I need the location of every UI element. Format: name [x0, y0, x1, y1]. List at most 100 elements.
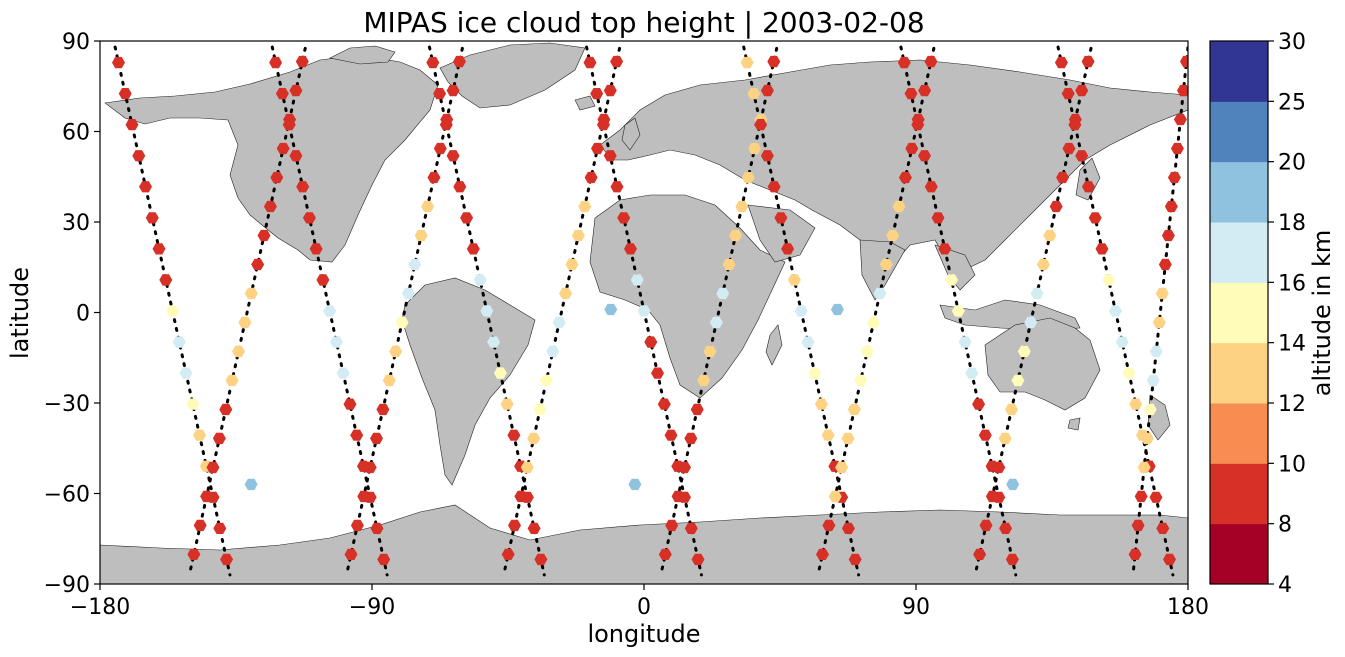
y-tick-label: −30 [44, 392, 90, 417]
cloud-top-marker [401, 287, 415, 300]
cloud-top-marker [938, 243, 952, 255]
cloud-top-marker [193, 519, 207, 532]
cloud-top-marker [958, 336, 972, 348]
cloud-top-marker [879, 258, 893, 271]
cloud-top-marker [370, 522, 384, 534]
cloud-top-marker [433, 88, 447, 100]
cloud-top-marker [546, 345, 560, 358]
cloud-top-marker [270, 171, 284, 184]
cloud-top-marker [534, 553, 548, 566]
cloud-top-marker [382, 374, 396, 387]
colorbar-segment [1210, 523, 1268, 585]
cloud-top-marker [244, 478, 258, 491]
cloud-top-marker [767, 181, 781, 193]
cloud-top-marker [118, 88, 132, 100]
cloud-top-marker [924, 181, 938, 193]
cloud-top-marker [1024, 316, 1038, 329]
cloud-top-marker [828, 490, 842, 503]
cloud-top-marker [1161, 229, 1175, 242]
cloud-top-marker [886, 229, 900, 242]
cloud-top-marker [1102, 274, 1116, 286]
cloud-top-marker [604, 303, 618, 316]
cloud-top-marker [892, 200, 906, 213]
cloud-top-marker [1149, 345, 1163, 358]
cloud-top-marker [644, 336, 658, 348]
land-madagascar [765, 324, 783, 366]
cloud-top-marker [657, 398, 671, 410]
cloud-top-marker [571, 229, 585, 242]
orbit-track-line [346, 45, 465, 571]
cloud-top-marker [508, 519, 521, 532]
cloud-top-marker [690, 403, 704, 416]
cloud-top-marker [814, 398, 828, 410]
land-iceland [574, 95, 596, 111]
cloud-top-marker [500, 398, 514, 410]
cloud-top-marker [350, 519, 364, 532]
cloud-top-marker [377, 553, 391, 566]
colorbar-tick-label: 8 [1278, 513, 1292, 538]
cloud-top-marker [630, 274, 644, 286]
cloud-top-marker [965, 367, 979, 379]
y-axis-ticks: −90 −60 −30 0 30 60 90 [44, 30, 100, 598]
cloud-top-marker [610, 181, 624, 193]
x-axis-label: longitude [587, 620, 700, 648]
cloud-top-marker [344, 548, 358, 560]
cloud-top-marker [466, 243, 480, 255]
cloud-top-marker [559, 287, 573, 300]
cloud-top-marker [924, 55, 938, 68]
cloud-top-marker [166, 305, 179, 317]
cloud-top-marker [493, 367, 507, 379]
cloud-top-marker [918, 84, 932, 97]
colorbar-tick-label: 30 [1278, 30, 1306, 55]
cloud-top-marker [225, 374, 239, 387]
land-arabia [747, 204, 816, 263]
cloud-top-marker [112, 56, 125, 69]
cloud-top-marker [533, 403, 547, 416]
cloud-top-marker [1017, 345, 1031, 358]
cloud-top-marker [787, 274, 801, 286]
cloud-top-marker [446, 150, 460, 162]
cloud-top-marker [664, 429, 678, 441]
cloud-top-marker [282, 119, 296, 131]
cloud-top-marker [421, 200, 435, 213]
cloud-top-marker [309, 243, 323, 255]
cloud-top-marker [1075, 150, 1089, 162]
cloud-top-marker [520, 461, 534, 474]
cloud-top-marker [539, 374, 553, 387]
y-tick-label: 0 [76, 302, 90, 327]
land-masses [100, 42, 1188, 584]
cloud-top-marker [999, 522, 1013, 534]
cloud-top-marker [979, 519, 993, 532]
cloud-top-marker [1173, 113, 1187, 126]
cloud-top-marker [296, 181, 310, 193]
colorbar-segment [1210, 41, 1268, 102]
chart-title: MIPAS ice cloud top height | 2003-02-08 [363, 6, 924, 39]
cloud-top-marker [729, 229, 742, 242]
cloud-top-marker [603, 84, 617, 97]
cloud-top-marker [1061, 88, 1075, 100]
cloud-top-marker [671, 490, 685, 503]
cloud-top-marker [186, 398, 200, 410]
cloud-top-marker [1146, 374, 1160, 387]
cloud-top-marker [376, 403, 390, 416]
cloud-top-marker [841, 522, 855, 534]
cloud-top-marker [610, 55, 624, 68]
cloud-top-marker [1143, 403, 1157, 416]
cloud-top-marker [145, 212, 159, 224]
cloud-top-marker [590, 88, 604, 100]
cloud-top-marker [854, 374, 868, 387]
cloud-top-marker [1115, 336, 1129, 348]
cloud-top-marker [1006, 478, 1020, 491]
cloud-top-marker [978, 429, 992, 441]
colorbar-segment [1210, 282, 1268, 344]
cloud-top-marker [275, 88, 289, 100]
colorbar-tick-label: 10 [1278, 452, 1306, 477]
cloud-top-marker [816, 548, 829, 560]
cloud-top-marker [1131, 519, 1145, 532]
cloud-top-marker [295, 55, 309, 68]
cloud-top-marker [514, 490, 528, 503]
orbit-track-line [503, 45, 622, 571]
cloud-top-marker [591, 142, 604, 155]
cloud-top-marker [847, 403, 861, 416]
cloud-top-marker [460, 212, 474, 224]
